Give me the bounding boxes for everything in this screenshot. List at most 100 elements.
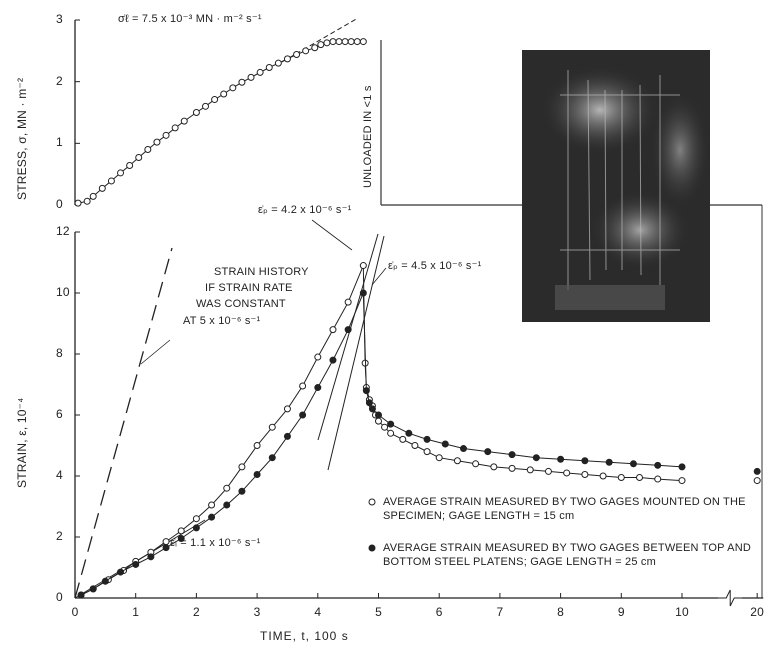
- y-tick-label: 10: [56, 285, 70, 299]
- data-point: [117, 169, 125, 177]
- data-point: [144, 146, 152, 153]
- data-point: [223, 484, 231, 492]
- constant-rate-line: [74, 247, 173, 599]
- data-point: [192, 524, 200, 532]
- data-point: [605, 458, 613, 466]
- data-point: [256, 68, 264, 76]
- leader-line: [140, 339, 171, 365]
- data-point: [368, 405, 376, 413]
- data-point: [311, 44, 319, 52]
- data-point: [563, 469, 571, 477]
- data-point: [423, 448, 431, 456]
- data-point: [253, 442, 261, 449]
- data-point: [299, 382, 307, 390]
- data-point: [223, 501, 231, 509]
- data-point: [347, 38, 355, 46]
- data-point: [208, 513, 216, 521]
- data-point: [435, 454, 443, 462]
- x-tick-label: 0: [71, 605, 79, 619]
- data-point: [329, 38, 337, 46]
- data-point: [177, 527, 185, 535]
- data-point: [508, 464, 516, 472]
- data-point: [192, 109, 200, 116]
- data-point: [283, 55, 291, 63]
- data-point: [101, 577, 109, 585]
- y-tick-label: 3: [56, 12, 63, 26]
- legend-marker: [368, 544, 376, 552]
- data-point: [208, 501, 216, 509]
- data-point: [557, 455, 565, 463]
- data-point: [636, 474, 644, 482]
- data-point: [83, 197, 91, 205]
- data-point: [177, 535, 185, 543]
- data-point: [89, 585, 97, 593]
- x-tick-label: 7: [496, 605, 504, 619]
- y-tick-label: 6: [56, 407, 63, 421]
- data-point: [532, 454, 540, 462]
- y-tick-label: 2: [56, 529, 63, 543]
- x-tick-label: 8: [557, 605, 565, 619]
- y-axis-title: STRAIN, ε, 10⁻⁴: [15, 397, 29, 488]
- data-point: [362, 387, 370, 395]
- data-point: [135, 154, 143, 162]
- x-axis-title: TIME, t, 100 s: [260, 629, 349, 643]
- data-point: [411, 442, 419, 449]
- note-line: STRAIN HISTORY: [214, 266, 309, 278]
- data-point: [192, 515, 200, 523]
- data-point: [365, 399, 373, 407]
- data-point: [399, 435, 407, 443]
- photo: [522, 50, 710, 322]
- data-point: [335, 38, 343, 46]
- data-point: [353, 38, 361, 46]
- data-point: [220, 90, 228, 98]
- data-point: [441, 440, 449, 448]
- rate-line: [281, 17, 359, 63]
- data-point: [375, 411, 382, 419]
- data-point: [265, 63, 273, 71]
- data-point: [654, 461, 662, 469]
- y-tick-label: 0: [56, 590, 63, 604]
- x-tick-label: 10: [675, 605, 689, 619]
- data-point: [74, 199, 82, 207]
- leader-line: [371, 267, 387, 286]
- data-point: [453, 457, 461, 465]
- legend-label: AVERAGE STRAIN MEASURED BY TWO GAGES MOU…: [383, 496, 746, 522]
- x-tick-label: 4: [314, 605, 322, 619]
- x-tick-label: 20: [750, 605, 765, 619]
- data-point: [162, 131, 170, 139]
- data-point: [202, 102, 210, 110]
- data-point: [329, 356, 337, 364]
- data-point: [344, 326, 352, 334]
- data-point: [617, 474, 625, 482]
- annotation: UNLOADED IN <1 s: [362, 85, 374, 188]
- data-point: [581, 470, 589, 478]
- data-point: [314, 384, 322, 392]
- x-tick-label: 1: [132, 605, 140, 619]
- data-point: [544, 467, 552, 475]
- y-axis-title: STRESS, σ, MN · m⁻²: [15, 77, 29, 200]
- x-tick-label: 5: [375, 605, 382, 619]
- data-point: [302, 47, 310, 55]
- data-point: [344, 298, 352, 306]
- data-point: [171, 124, 179, 132]
- data-point: [508, 451, 516, 459]
- axis-break: [718, 589, 742, 607]
- data-point: [484, 448, 492, 456]
- data-point: [162, 544, 170, 552]
- data-point: [77, 591, 85, 599]
- x-tick-label: 6: [435, 605, 443, 619]
- data-point: [180, 117, 188, 125]
- data-point: [341, 38, 349, 46]
- data-point: [132, 560, 140, 568]
- data-point: [387, 429, 395, 437]
- data-point: [526, 466, 534, 474]
- annotation: σ̇ℓ = 7.5 x 10⁻³ MN · m⁻² s⁻¹: [118, 13, 262, 25]
- data-point: [238, 78, 246, 86]
- data-point: [599, 472, 607, 480]
- data-point: [89, 192, 97, 200]
- data-point: [153, 138, 161, 146]
- data-point: [283, 432, 291, 440]
- data-point: [274, 59, 282, 67]
- data-point: [423, 435, 431, 443]
